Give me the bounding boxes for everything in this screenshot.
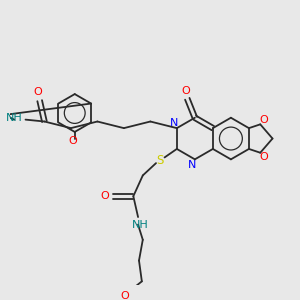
Text: N: N bbox=[188, 160, 196, 170]
Text: S: S bbox=[156, 154, 164, 167]
Text: O: O bbox=[181, 86, 190, 96]
Text: O: O bbox=[100, 191, 109, 201]
Text: O: O bbox=[260, 152, 268, 163]
Text: O: O bbox=[260, 115, 268, 124]
Text: O: O bbox=[33, 87, 42, 97]
Text: N: N bbox=[170, 118, 178, 128]
Text: NH: NH bbox=[132, 220, 148, 230]
Text: O: O bbox=[68, 136, 77, 146]
Text: NH: NH bbox=[6, 113, 22, 123]
Text: O: O bbox=[120, 290, 129, 300]
